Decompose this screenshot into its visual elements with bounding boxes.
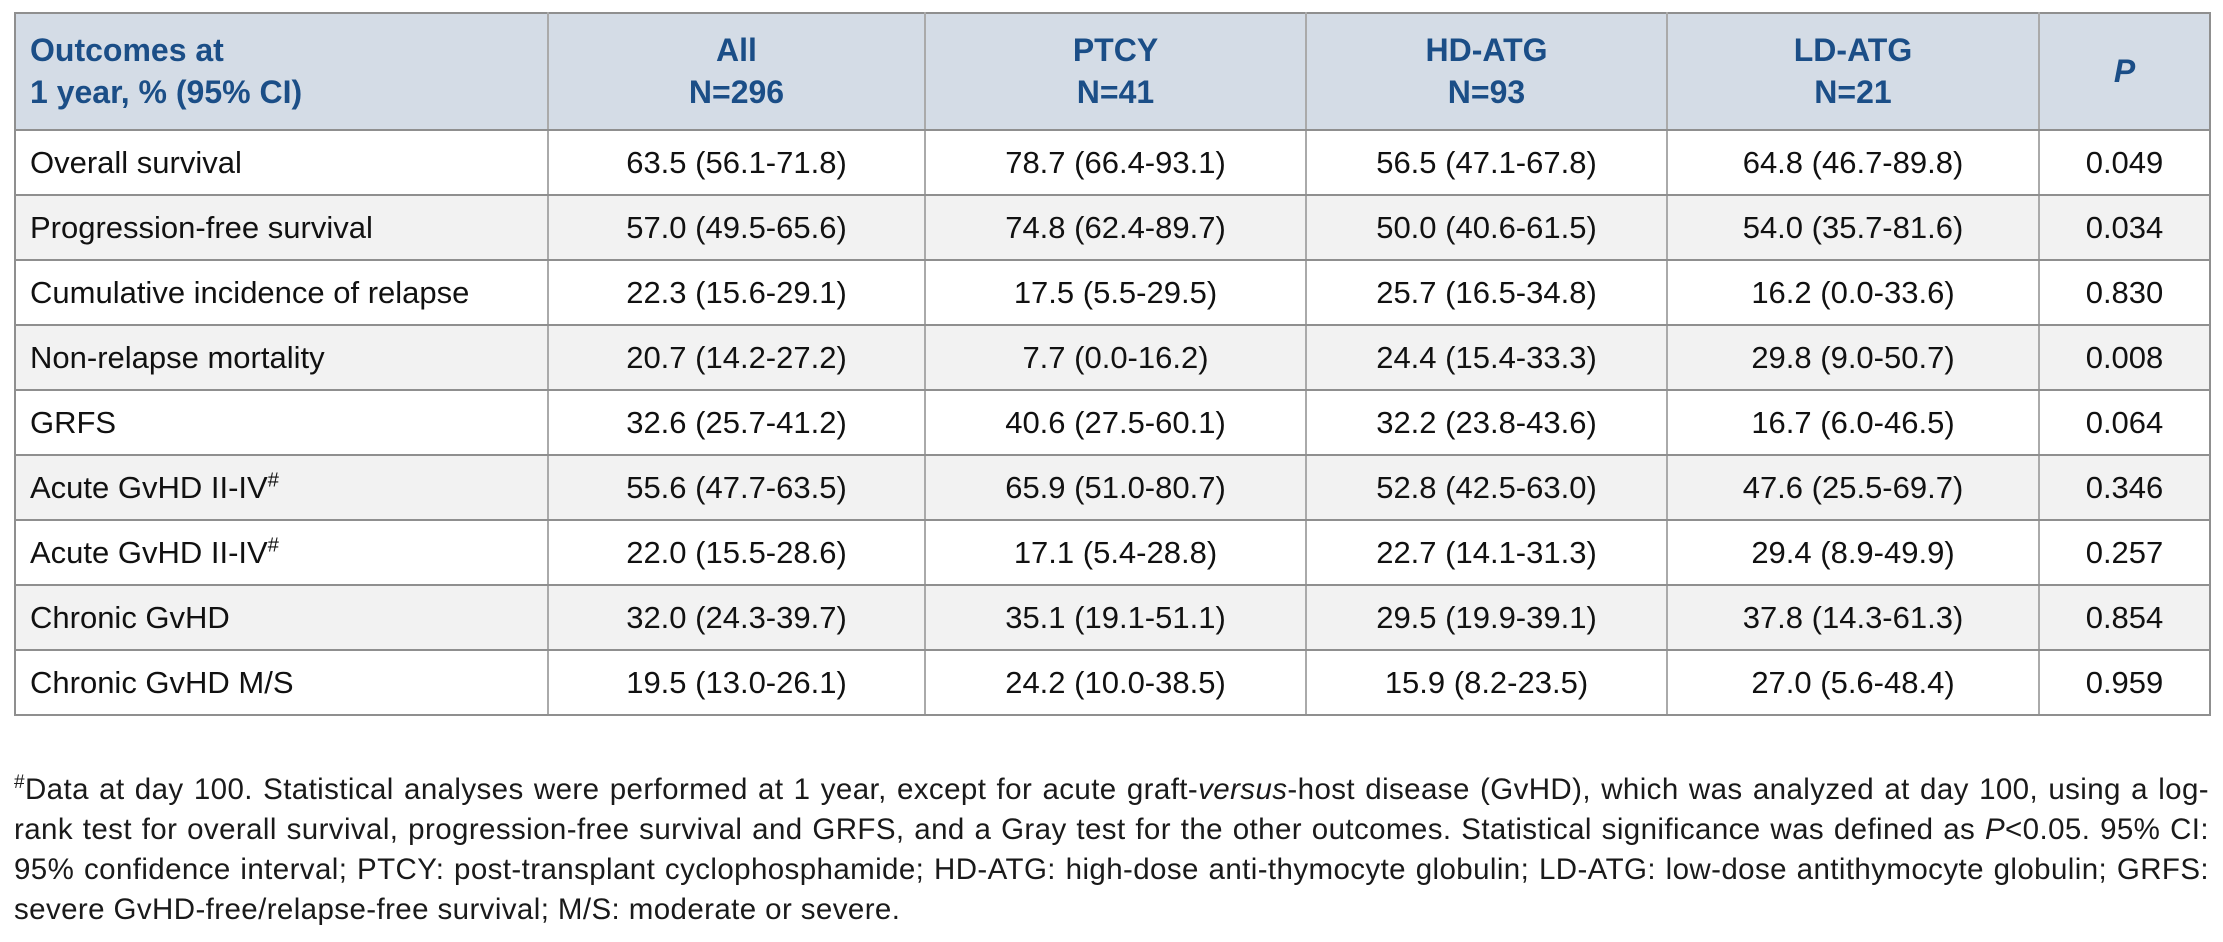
header-outcomes-line1: Outcomes at — [30, 31, 224, 68]
value-cell: 16.2 (0.0-33.6) — [1666, 259, 2040, 326]
table-row: Acute GvHD II-IV# 55.6 (47.7-63.5) 65.9 (5… — [14, 454, 2211, 521]
table-header: Outcomes at 1 year, % (95% CI) All N=296… — [14, 12, 2211, 131]
value-cell: 32.6 (25.7-41.2) — [547, 389, 926, 456]
header-outcomes-line2: 1 year, % (95% CI) — [30, 73, 303, 110]
header-all-label: All — [716, 31, 757, 68]
p-value-cell: 0.830 — [2038, 259, 2211, 326]
value-cell: 16.7 (6.0-46.5) — [1666, 389, 2040, 456]
header-hdatg-n: N=93 — [1447, 73, 1526, 110]
table-row: Acute GvHD II-IV# 22.0 (15.5-28.6) 17.1 (5… — [14, 519, 2211, 586]
value-cell: 56.5 (47.1-67.8) — [1305, 129, 1668, 196]
value-cell: 19.5 (13.0-26.1) — [547, 649, 926, 716]
p-value-cell: 0.346 — [2038, 454, 2211, 521]
value-cell: 57.0 (49.5-65.6) — [547, 194, 926, 261]
value-cell: 17.1 (5.4-28.8) — [924, 519, 1307, 586]
p-value-cell: 0.959 — [2038, 649, 2211, 716]
header-all-n: N=296 — [688, 73, 785, 110]
footnote-segment: P — [1984, 813, 2006, 846]
footnote-marker: # — [267, 469, 279, 492]
header-hdatg-label: HD-ATG — [1425, 31, 1548, 68]
value-cell: 17.5 (5.5-29.5) — [924, 259, 1307, 326]
p-value-cell: 0.034 — [2038, 194, 2211, 261]
outcome-cell: Chronic GvHD M/S — [14, 649, 549, 716]
footnote-segment: versus — [1198, 773, 1288, 806]
value-cell: 47.6 (25.5-69.7) — [1666, 454, 2040, 521]
value-cell: 40.6 (27.5-60.1) — [924, 389, 1307, 456]
header-cell-ldatg: LD-ATG N=21 — [1666, 12, 2040, 131]
header-cell-all: All N=296 — [547, 12, 926, 131]
value-cell: 52.8 (42.5-63.0) — [1305, 454, 1668, 521]
header-ptcy-n: N=41 — [1076, 73, 1155, 110]
outcome-cell: Non-relapse mortality — [14, 324, 549, 391]
footnote-segment: # — [14, 772, 25, 794]
table-row: Overall survival 63.5 (56.1-71.8) 78.7 (66… — [14, 129, 2211, 196]
p-value-cell: 0.064 — [2038, 389, 2211, 456]
outcome-cell: Acute GvHD II-IV# — [14, 519, 549, 586]
outcome-cell: Chronic GvHD — [14, 584, 549, 651]
p-value-cell: 0.049 — [2038, 129, 2211, 196]
outcomes-table-body: Overall survival 63.5 (56.1-71.8) 78.7 (66… — [14, 129, 2211, 716]
value-cell: 54.0 (35.7-81.6) — [1666, 194, 2040, 261]
value-cell: 15.9 (8.2-23.5) — [1305, 649, 1668, 716]
outcomes-table: Outcomes at 1 year, % (95% CI) All N=296… — [14, 12, 2211, 716]
header-cell-hdatg: HD-ATG N=93 — [1305, 12, 1668, 131]
value-cell: 22.0 (15.5-28.6) — [547, 519, 926, 586]
outcome-cell: Progression-free survival — [14, 194, 549, 261]
outcome-cell: GRFS — [14, 389, 549, 456]
p-value-cell: 0.854 — [2038, 584, 2211, 651]
header-p-label: P — [2113, 52, 2136, 89]
value-cell: 29.5 (19.9-39.1) — [1305, 584, 1668, 651]
footnote-segment: Data at day 100. Statistical analyses we… — [24, 773, 1199, 806]
header-cell-p: P — [2038, 12, 2211, 131]
footnote-segment: <0.05. 95% CI: 95% confidence interval; … — [14, 813, 2209, 926]
value-cell: 78.7 (66.4-93.1) — [924, 129, 1307, 196]
header-ldatg-n: N=21 — [1814, 73, 1892, 110]
outcome-cell: Acute GvHD II-IV# — [14, 454, 549, 521]
value-cell: 63.5 (56.1-71.8) — [547, 129, 926, 196]
value-cell: 65.9 (51.0-80.7) — [924, 454, 1307, 521]
value-cell: 24.4 (15.4-33.3) — [1305, 324, 1668, 391]
outcome-cell: Cumulative incidence of relapse — [14, 259, 549, 326]
table-row: GRFS 32.6 (25.7-41.2) 40.6 (27.5-60.1) 32.2… — [14, 389, 2211, 456]
header-row: Outcomes at 1 year, % (95% CI) All N=296… — [14, 12, 2211, 131]
value-cell: 50.0 (40.6-61.5) — [1305, 194, 1668, 261]
value-cell: 37.8 (14.3-61.3) — [1666, 584, 2040, 651]
value-cell: 24.2 (10.0-38.5) — [924, 649, 1307, 716]
value-cell: 55.6 (47.7-63.5) — [547, 454, 926, 521]
value-cell: 29.8 (9.0-50.7) — [1666, 324, 2040, 391]
header-ldatg-label: LD-ATG — [1793, 31, 1913, 68]
value-cell: 74.8 (62.4-89.7) — [924, 194, 1307, 261]
value-cell: 32.0 (24.3-39.7) — [547, 584, 926, 651]
value-cell: 32.2 (23.8-43.6) — [1305, 389, 1668, 456]
header-cell-outcomes: Outcomes at 1 year, % (95% CI) — [14, 12, 549, 131]
table-row: Chronic GvHD 32.0 (24.3-39.7) 35.1 (19.1-5… — [14, 584, 2211, 651]
table-row: Non-relapse mortality 20.7 (14.2-27.2) 7.7… — [14, 324, 2211, 391]
footnote: #Data at day 100. Statistical analyses w… — [14, 770, 2209, 930]
value-cell: 64.8 (46.7-89.8) — [1666, 129, 2040, 196]
value-cell: 22.7 (14.1-31.3) — [1305, 519, 1668, 586]
outcome-cell: Overall survival — [14, 129, 549, 196]
header-cell-ptcy: PTCY N=41 — [924, 12, 1307, 131]
p-value-cell: 0.257 — [2038, 519, 2211, 586]
value-cell: 25.7 (16.5-34.8) — [1305, 259, 1668, 326]
table-row: Chronic GvHD M/S 19.5 (13.0-26.1) 24.2 (10… — [14, 649, 2211, 716]
table-row: Progression-free survival 57.0 (49.5-65.6… — [14, 194, 2211, 261]
header-ptcy-label: PTCY — [1072, 31, 1159, 68]
value-cell: 22.3 (15.6-29.1) — [547, 259, 926, 326]
value-cell: 29.4 (8.9-49.9) — [1666, 519, 2040, 586]
footnote-segment: -host disease (GvHD), which was analyzed… — [14, 773, 2209, 846]
table-row: Cumulative incidence of relapse 22.3 (15.… — [14, 259, 2211, 326]
value-cell: 35.1 (19.1-51.1) — [924, 584, 1307, 651]
value-cell: 27.0 (5.6-48.4) — [1666, 649, 2040, 716]
value-cell: 7.7 (0.0-16.2) — [924, 324, 1307, 391]
value-cell: 20.7 (14.2-27.2) — [547, 324, 926, 391]
p-value-cell: 0.008 — [2038, 324, 2211, 391]
footnote-marker: # — [267, 534, 279, 557]
